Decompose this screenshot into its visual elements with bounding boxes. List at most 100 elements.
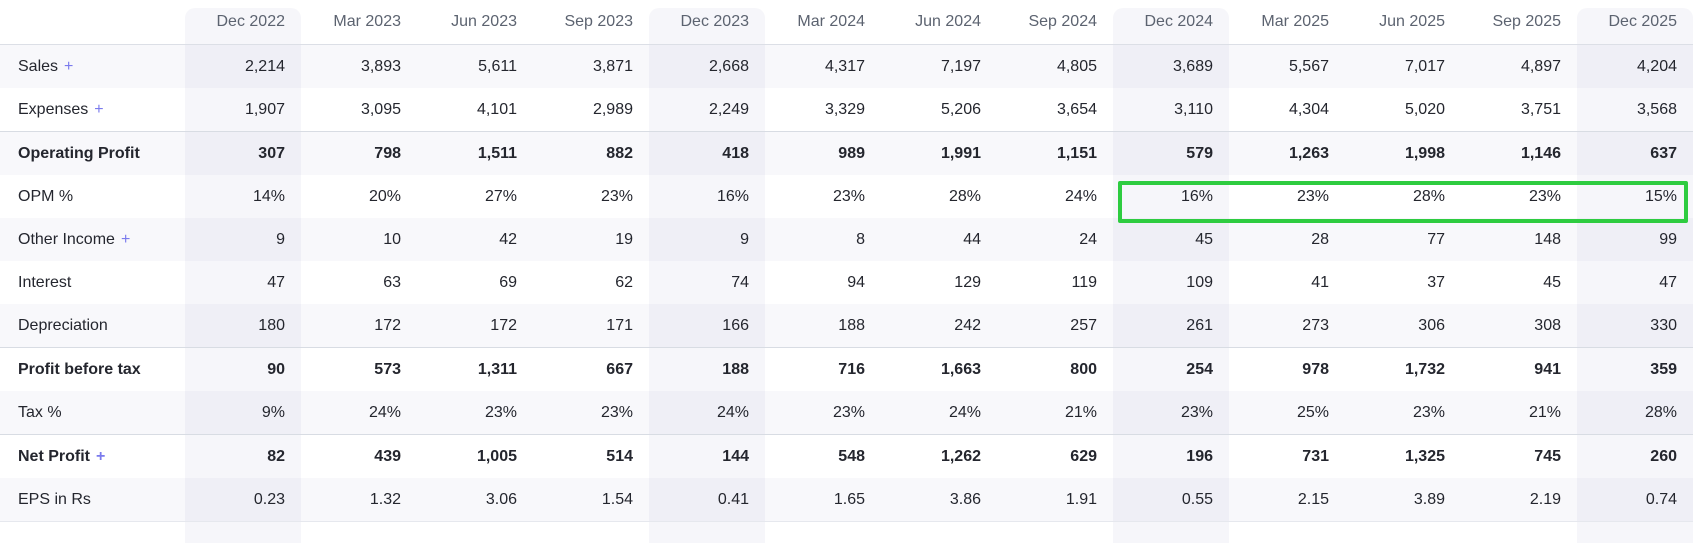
row-label: Profit before tax: [0, 347, 185, 391]
value-cell: 5,020: [1404, 100, 1445, 118]
value-cell: 0.41: [649, 478, 765, 522]
value-cell: 1,146: [1461, 131, 1577, 175]
value-cell: 359: [1577, 347, 1693, 391]
value-cell: 257: [1070, 316, 1097, 334]
value-cell: 1,663: [881, 347, 997, 391]
value-cell: 800: [997, 347, 1113, 391]
value-cell: 254: [1113, 347, 1229, 391]
value-cell: 23%: [1528, 187, 1561, 205]
table-row: OPM % 14% 20% 27% 23% 16% 23% 28% 24% 16% 23% 28% 23…: [0, 175, 1693, 218]
row-label-text: Interest: [18, 273, 72, 291]
value-cell: 3,893: [360, 57, 401, 75]
value-cell: 28%: [1412, 187, 1445, 205]
expand-row-plus-button[interactable]: +: [96, 447, 106, 465]
value-cell: 978: [1229, 347, 1345, 391]
value-cell: 9: [740, 230, 749, 248]
value-cell: 188: [838, 316, 865, 334]
value-cell: 3,568: [1636, 100, 1677, 118]
value-cell: 24%: [948, 403, 981, 421]
value-cell: 7,197: [940, 57, 981, 75]
value-cell: 745: [1461, 434, 1577, 478]
value-cell: 637: [1577, 131, 1693, 175]
value-cell: 579: [1113, 131, 1229, 175]
expand-row-plus-button[interactable]: +: [94, 100, 104, 118]
value-cell: 1,262: [881, 434, 997, 478]
row-label: Sales +: [0, 45, 185, 89]
value-cell: 69: [499, 273, 517, 291]
row-label-text: Profit before tax: [18, 360, 141, 378]
table-row: Tax % 9% 24% 23% 23% 24% 23% 24% 21% 23% 25% 23% 21%…: [0, 391, 1693, 435]
value-cell: 3,654: [1056, 100, 1097, 118]
row-label-text: EPS in Rs: [18, 490, 91, 508]
value-cell: 24: [1079, 230, 1097, 248]
value-cell: 0.55: [1113, 478, 1229, 522]
value-cell: 307: [185, 131, 301, 175]
value-cell: 171: [606, 316, 633, 334]
value-cell: 667: [533, 347, 649, 391]
expand-row-plus-button[interactable]: +: [64, 57, 74, 75]
value-cell: 45: [1543, 273, 1561, 291]
value-cell: 4,317: [824, 57, 865, 75]
value-cell: 3.89: [1345, 478, 1461, 522]
value-cell: 23%: [1180, 403, 1213, 421]
table-row: Operating Profit 307 798 1,511 882 418 989 1,99…: [0, 131, 1693, 175]
value-cell: 16%: [1180, 187, 1213, 205]
value-cell: 2,214: [244, 57, 285, 75]
value-cell: 0.23: [185, 478, 301, 522]
value-cell: 180: [258, 316, 285, 334]
value-cell: 23%: [832, 403, 865, 421]
column-header: Sep 2023: [533, 0, 649, 45]
row-label-text: Tax %: [18, 403, 62, 421]
value-cell: 548: [765, 434, 881, 478]
value-cell: 63: [383, 273, 401, 291]
value-cell: 1,732: [1345, 347, 1461, 391]
value-cell: 4,204: [1636, 57, 1677, 75]
value-cell: 0.74: [1577, 478, 1693, 522]
value-cell: 10: [383, 230, 401, 248]
value-cell: 77: [1427, 230, 1445, 248]
column-header: Mar 2025: [1229, 0, 1345, 45]
value-cell: 731: [1229, 434, 1345, 478]
value-cell: 7,017: [1404, 57, 1445, 75]
value-cell: 109: [1186, 273, 1213, 291]
value-cell: 23%: [1296, 187, 1329, 205]
value-cell: 1,998: [1345, 131, 1461, 175]
value-cell: 3,689: [1172, 57, 1213, 75]
value-cell: 3.06: [417, 478, 533, 522]
table-row: Other Income +9 10 42 19 9 8 44 24 45 28 77 148 99: [0, 218, 1693, 261]
row-label-text: Net Profit: [18, 447, 90, 465]
column-header: Mar 2023: [301, 0, 417, 45]
column-header: Jun 2025: [1345, 0, 1461, 45]
value-cell: 330: [1650, 316, 1677, 334]
value-cell: 4,805: [1056, 57, 1097, 75]
row-label-text: Operating Profit: [18, 144, 140, 162]
value-cell: 798: [301, 131, 417, 175]
row-label: Tax %: [0, 391, 185, 435]
value-cell: 23%: [484, 403, 517, 421]
table-row: Expenses +1,907 3,095 4,101 2,989 2,249 3,329 5…: [0, 88, 1693, 132]
expand-row-plus-button[interactable]: +: [120, 230, 131, 248]
row-label: Operating Profit: [0, 131, 185, 175]
value-cell: 1,511: [417, 131, 533, 175]
value-cell: 260: [1577, 434, 1693, 478]
value-cell: 119: [1071, 273, 1097, 291]
value-cell: 90: [185, 347, 301, 391]
table-row: Sales +2,214 3,893 5,611 3,871 2,668 4,317 7,19…: [0, 44, 1693, 89]
value-cell: 28: [1311, 230, 1329, 248]
row-label-text: Other Income: [18, 230, 115, 248]
value-cell: 62: [615, 273, 633, 291]
value-cell: 47: [1659, 273, 1677, 291]
value-cell: 308: [1534, 316, 1561, 334]
value-cell: 3,329: [824, 100, 865, 118]
value-cell: 82: [185, 434, 301, 478]
value-cell: 14%: [252, 187, 285, 205]
row-label: Expenses +: [0, 88, 185, 132]
value-cell: 23%: [600, 403, 633, 421]
value-cell: 42: [499, 230, 517, 248]
value-cell: 47: [267, 273, 285, 291]
value-cell: 27%: [484, 187, 517, 205]
value-cell: 21%: [1064, 403, 1097, 421]
row-label: Interest: [0, 261, 185, 304]
value-cell: 74: [731, 273, 749, 291]
